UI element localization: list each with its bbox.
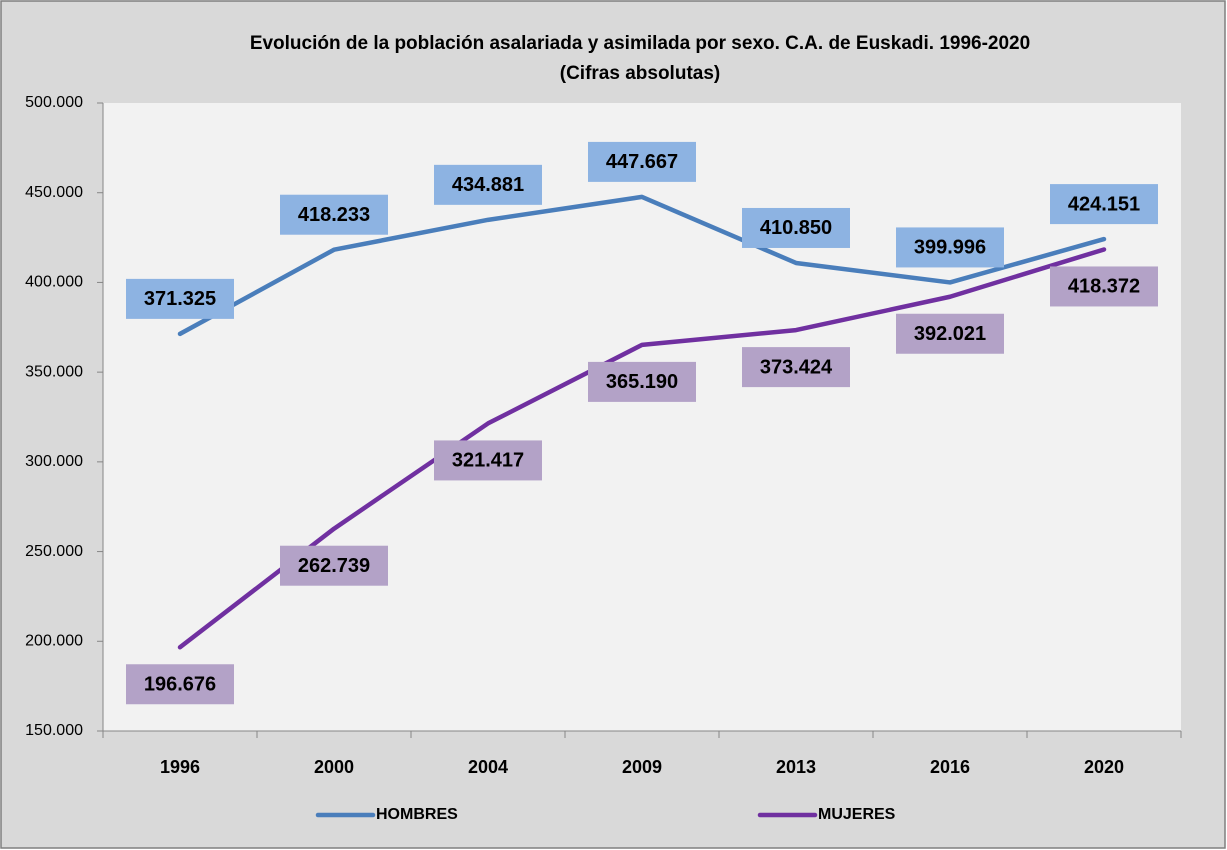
data-label-box	[588, 141, 696, 182]
data-label: 447.667	[606, 151, 678, 173]
y-tick-label: 500.000	[25, 94, 83, 111]
data-label-box	[126, 278, 234, 319]
x-tick-label: 2020	[1084, 757, 1124, 777]
data-label-box	[1050, 184, 1158, 225]
data-label: 418.372	[1068, 276, 1140, 298]
y-tick-label: 250.000	[25, 543, 83, 560]
y-tick-label: 400.000	[25, 274, 83, 291]
data-label: 410.850	[760, 217, 832, 239]
x-tick-label: 2009	[622, 757, 662, 777]
data-label-box	[434, 440, 542, 481]
series-line	[177, 194, 1107, 337]
data-label-box	[126, 664, 234, 705]
chart-title: Evolución de la población asalariada y a…	[250, 33, 1030, 54]
legend-label: MUJERES	[818, 806, 896, 823]
data-label: 418.233	[298, 204, 370, 226]
data-label-box	[742, 207, 850, 248]
data-label: 373.424	[760, 356, 833, 378]
data-label: 196.676	[144, 674, 216, 696]
data-label-box	[1050, 266, 1158, 307]
data-label-box	[434, 164, 542, 205]
y-tick-label: 300.000	[25, 453, 83, 470]
data-label: 399.996	[914, 237, 986, 259]
y-tick-label: 350.000	[25, 363, 83, 380]
data-label-box	[280, 194, 388, 235]
x-tick-label: 2000	[314, 757, 354, 777]
series-line	[177, 247, 1107, 650]
x-tick-label: 2013	[776, 757, 816, 777]
data-label-box	[280, 545, 388, 586]
data-label: 424.151	[1068, 193, 1140, 215]
data-label: 365.190	[606, 371, 678, 393]
y-tick-label: 150.000	[25, 722, 83, 739]
data-label-box	[896, 227, 1004, 268]
x-tick-label: 1996	[160, 757, 200, 777]
data-label: 321.417	[452, 450, 524, 472]
y-tick-label: 200.000	[25, 633, 83, 650]
data-label: 392.021	[914, 323, 986, 345]
y-tick-label: 450.000	[25, 184, 83, 201]
chart-subtitle: (Cifras absolutas)	[560, 63, 720, 84]
data-label-box	[742, 347, 850, 388]
data-label: 371.325	[144, 288, 216, 310]
data-label: 262.739	[298, 555, 370, 577]
x-tick-label: 2016	[930, 757, 970, 777]
data-label-box	[896, 313, 1004, 354]
x-tick-label: 2004	[468, 757, 508, 777]
data-label-box	[588, 361, 696, 402]
legend-label: HOMBRES	[376, 806, 458, 823]
data-label: 434.881	[452, 174, 524, 196]
